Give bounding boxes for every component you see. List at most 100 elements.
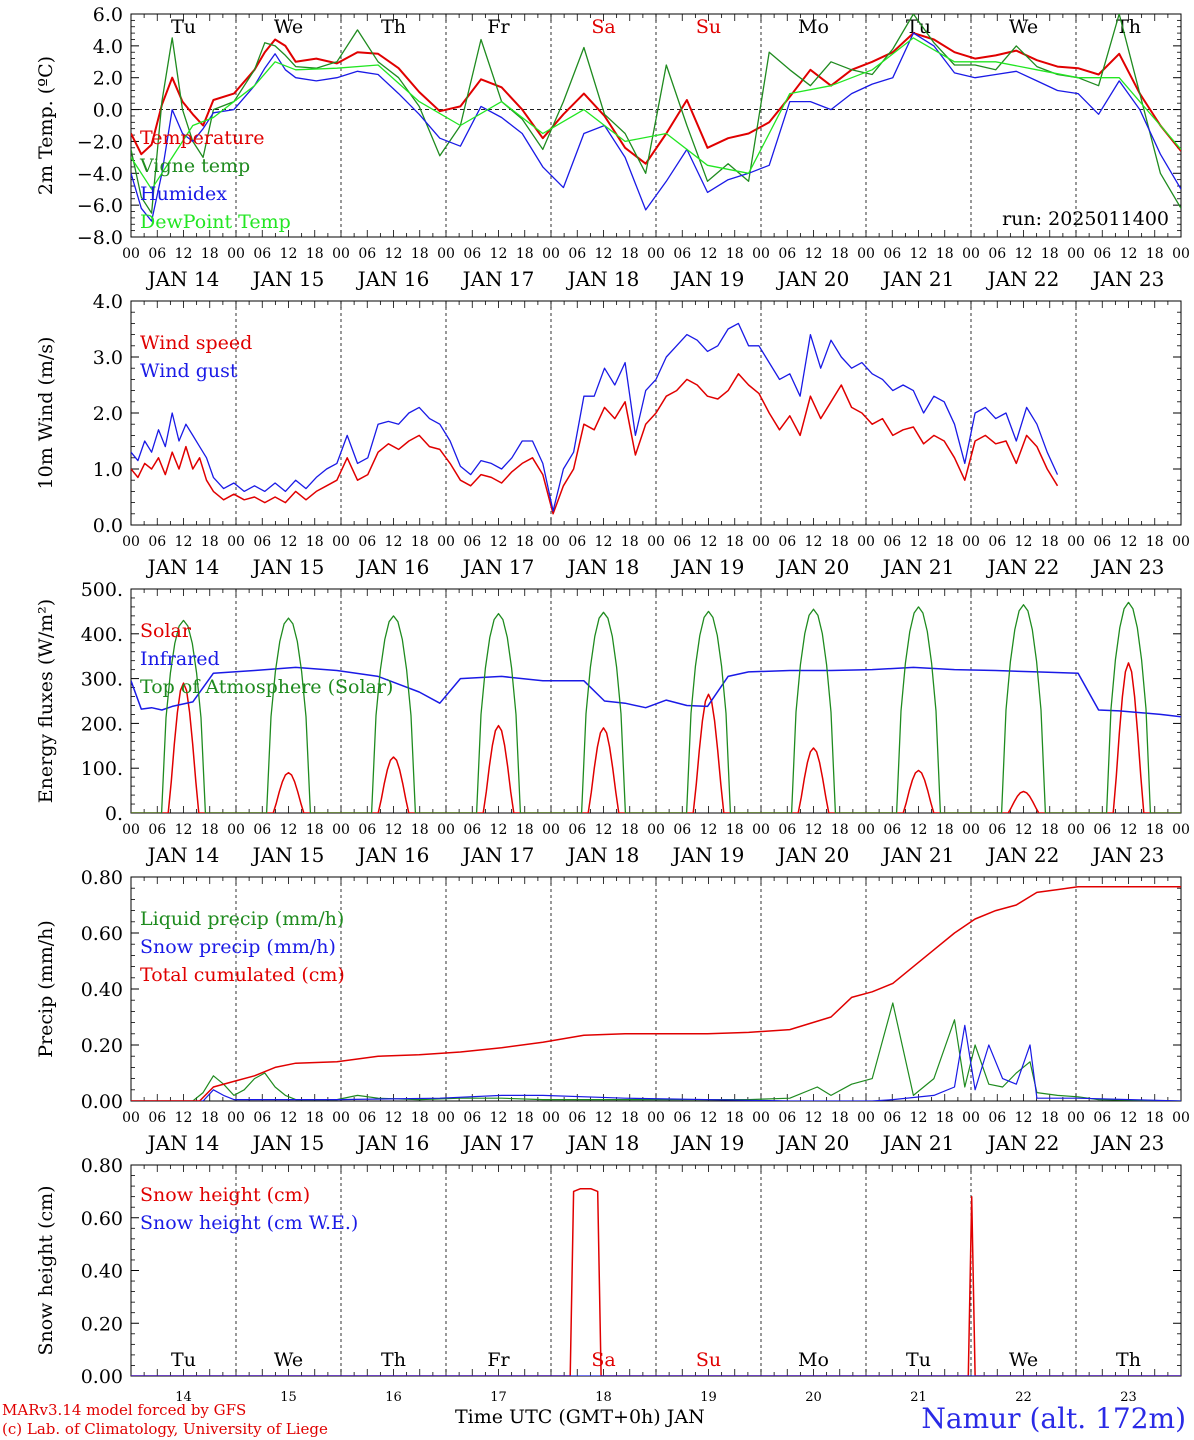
y-tick-label: 2.0 xyxy=(93,68,123,90)
day-number: 15 xyxy=(280,1390,297,1405)
x-hour-label: 06 xyxy=(673,246,691,262)
x-hour-label: 18 xyxy=(516,246,534,262)
x-day-label: JAN 15 xyxy=(251,1131,325,1155)
x-hour-label: 12 xyxy=(700,822,718,838)
x-day-label: JAN 18 xyxy=(566,1131,640,1155)
x-hour-label: 06 xyxy=(568,246,586,262)
x-hour-label: 00 xyxy=(1067,822,1085,838)
plot-frame xyxy=(130,588,1182,814)
panel-5: 0.80 0.60 0.40 0.20 0.00 Snow height (cm) Tu 14… xyxy=(35,1155,1182,1405)
x-hour-label: 18 xyxy=(726,534,744,550)
x-hour-label: 06 xyxy=(1093,534,1111,550)
x-hour-label: 12 xyxy=(1015,822,1033,838)
panel-1: 6.0 4.0 2.0 0.0 −2.0 −4.0 −6.0 −8.0 2m Temp. (ºC… xyxy=(35,4,1190,291)
x-hour-label: 12 xyxy=(385,1110,403,1126)
x-hour-label: 12 xyxy=(280,1110,298,1126)
x-day-label: JAN 23 xyxy=(1091,1131,1165,1155)
y-tick-label: 0.20 xyxy=(81,1035,123,1057)
x-hour-label: 12 xyxy=(595,822,613,838)
x-hour-label: 12 xyxy=(280,534,298,550)
day-number: 14 xyxy=(175,1390,192,1405)
x-hour-label: 00 xyxy=(227,246,245,262)
x-hour-label: 00 xyxy=(542,822,560,838)
y-tick-label: 0.80 xyxy=(81,1155,123,1177)
x-hour-label: 18 xyxy=(1146,1110,1164,1126)
x-day-label: JAN 17 xyxy=(461,555,535,579)
y-axis-label: 10m Wind (m/s) xyxy=(35,337,57,490)
x-hour-label: 00 xyxy=(1172,534,1190,550)
x-hour-label: 12 xyxy=(595,534,613,550)
x-hour-label: 12 xyxy=(1120,246,1138,262)
legend-entry: Vigne temp xyxy=(139,155,250,177)
y-axis-label: Precip (mm/h) xyxy=(35,920,57,1058)
x-hour-label: 06 xyxy=(148,822,166,838)
x-hour-label: 18 xyxy=(411,534,429,550)
day-name: Tu xyxy=(906,16,931,38)
x-day-label: JAN 17 xyxy=(461,1131,535,1155)
x-hour-label: 12 xyxy=(1015,246,1033,262)
x-hour-label: 18 xyxy=(621,1110,639,1126)
x-hour-label: 12 xyxy=(910,246,928,262)
x-hour-label: 00 xyxy=(962,1110,980,1126)
legend-entry: Snow precip (mm/h) xyxy=(140,936,336,958)
x-day-label: JAN 16 xyxy=(356,1131,430,1155)
x-day-label: JAN 15 xyxy=(251,843,325,867)
x-hour-label: 12 xyxy=(490,1110,508,1126)
x-hour-label: 18 xyxy=(1041,534,1059,550)
x-day-label: JAN 15 xyxy=(251,267,325,291)
x-hour-label: 06 xyxy=(988,1110,1006,1126)
x-hour-label: 12 xyxy=(1015,534,1033,550)
x-hour-label: 12 xyxy=(805,534,823,550)
x-hour-label: 12 xyxy=(385,246,403,262)
y-tick-label: 100. xyxy=(81,758,123,780)
series-group xyxy=(131,601,1181,813)
x-hour-label: 12 xyxy=(1015,1110,1033,1126)
x-hour-label: 18 xyxy=(1041,1110,1059,1126)
y-tick-label: 0.40 xyxy=(81,1261,123,1283)
y-tick-label: 4.0 xyxy=(93,36,123,58)
day-name: Th xyxy=(1116,1349,1141,1371)
x-hour-label: 06 xyxy=(988,534,1006,550)
x-hour-label: 18 xyxy=(306,822,324,838)
x-hour-label: 18 xyxy=(201,1110,219,1126)
x-hour-label: 00 xyxy=(647,246,665,262)
x-hour-label: 12 xyxy=(490,246,508,262)
day-name: We xyxy=(1009,1349,1038,1371)
y-tick-label: 0.0 xyxy=(93,515,123,537)
x-hour-label: 00 xyxy=(227,822,245,838)
run-annotation: run: 2025011400 xyxy=(1002,208,1169,230)
x-hour-label: 06 xyxy=(148,534,166,550)
y-tick-label: 500. xyxy=(81,579,123,601)
x-day-label: JAN 20 xyxy=(776,1131,850,1155)
x-hour-label: 00 xyxy=(962,534,980,550)
x-hour-label: 00 xyxy=(857,1110,875,1126)
x-day-label: JAN 14 xyxy=(146,843,220,867)
x-hour-label: 12 xyxy=(280,822,298,838)
y-tick-label: 6.0 xyxy=(93,4,123,26)
y-tick-label: −4.0 xyxy=(77,163,123,185)
series-group xyxy=(131,14,1181,222)
series-line-dewpoint-temp xyxy=(131,37,1181,190)
x-hour-label: 06 xyxy=(253,1110,271,1126)
x-day-label: JAN 21 xyxy=(881,555,955,579)
x-hour-label: 06 xyxy=(568,822,586,838)
x-hour-label: 12 xyxy=(280,246,298,262)
x-hour-label: 06 xyxy=(883,822,901,838)
x-hour-label: 18 xyxy=(201,822,219,838)
x-hour-label: 06 xyxy=(883,1110,901,1126)
day-number: 22 xyxy=(1015,1390,1032,1405)
x-hour-label: 00 xyxy=(122,534,140,550)
x-hour-label: 18 xyxy=(1041,246,1059,262)
legend-entry: DewPoint Temp xyxy=(140,211,291,233)
y-axis-label: Snow height (cm) xyxy=(35,1185,57,1355)
x-hour-label: 06 xyxy=(778,822,796,838)
series-line-wind-speed xyxy=(131,373,1059,515)
series-line-vigne-temp xyxy=(131,14,1181,214)
x-hour-label: 12 xyxy=(805,822,823,838)
x-day-label: JAN 22 xyxy=(986,267,1060,291)
x-day-label: JAN 22 xyxy=(986,1131,1060,1155)
x-hour-label: 12 xyxy=(490,822,508,838)
series-line-temperature xyxy=(131,32,1181,165)
day-name: We xyxy=(274,16,303,38)
